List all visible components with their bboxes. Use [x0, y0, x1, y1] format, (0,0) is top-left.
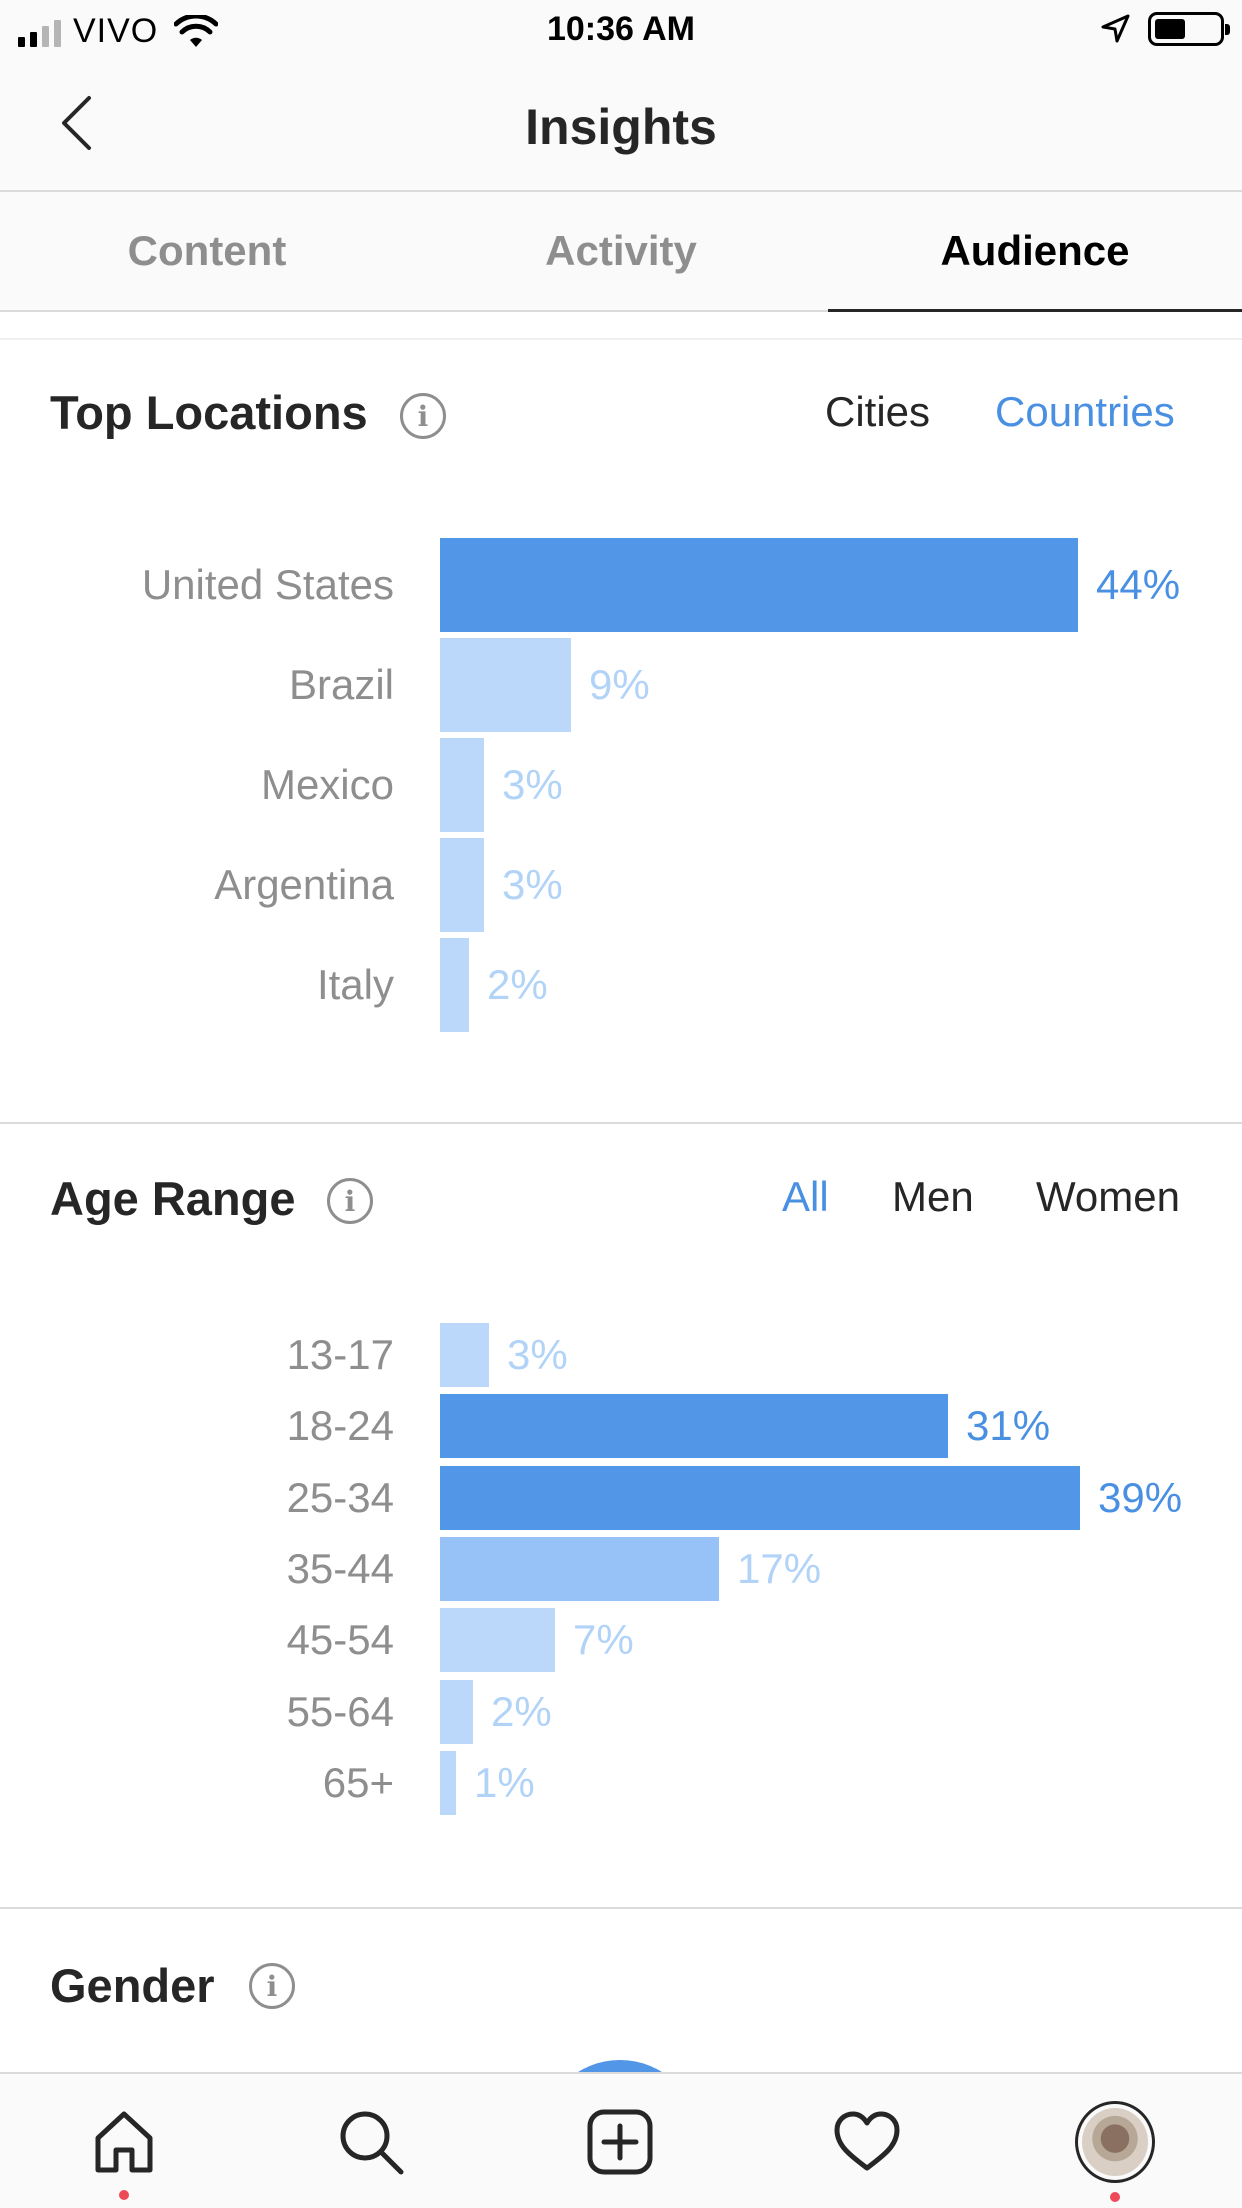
home-icon — [95, 2111, 153, 2173]
bar-label: 55-64 — [286, 1687, 394, 1735]
bar-label: Brazil — [288, 661, 394, 708]
notification-dot — [1110, 2192, 1120, 2202]
search-icon — [340, 2111, 404, 2175]
bar — [440, 938, 469, 1032]
new-post-icon — [587, 2109, 653, 2175]
bar — [440, 1750, 456, 1815]
bar-value: 3% — [502, 761, 563, 808]
status-left: VIVO — [18, 12, 219, 51]
bar-value: 31% — [966, 1402, 1051, 1450]
bar — [440, 1679, 473, 1744]
bar-label: 35-44 — [286, 1544, 394, 1592]
carrier-name: VIVO — [73, 12, 159, 50]
page-title: Insights — [525, 99, 717, 155]
bar — [440, 1394, 948, 1459]
search-tab[interactable] — [331, 2102, 411, 2182]
info-icon[interactable]: i — [249, 1963, 295, 2009]
status-time: 10:36 AM — [546, 10, 696, 48]
filter-men[interactable]: Men — [892, 1173, 974, 1220]
bar — [440, 538, 1078, 632]
battery-icon — [1148, 12, 1230, 46]
bar-label: United States — [141, 561, 394, 608]
new-post-tab[interactable] — [580, 2102, 660, 2182]
section-divider — [0, 1122, 1242, 1124]
bar-label: 25-34 — [286, 1473, 394, 1521]
bar-label: 18-24 — [286, 1402, 394, 1450]
bar-value: 2% — [491, 1687, 552, 1735]
section-divider — [0, 1907, 1242, 1909]
activity-tab[interactable] — [827, 2102, 907, 2182]
heart-icon — [834, 2111, 900, 2171]
bar-value: 7% — [573, 1616, 634, 1664]
status-right — [1100, 12, 1230, 46]
bar — [440, 1465, 1080, 1530]
bar — [440, 1536, 719, 1601]
bar-value: 44% — [1096, 561, 1181, 608]
bar — [440, 838, 484, 932]
bar-value: 3% — [502, 861, 563, 908]
filter-cities[interactable]: Cities — [825, 388, 931, 435]
status-bar: VIVO 10:36 AM — [0, 0, 1242, 62]
bar — [440, 1323, 489, 1387]
bar — [440, 638, 571, 732]
info-icon[interactable]: i — [327, 1178, 373, 1224]
tab-activity[interactable]: Activity — [545, 227, 697, 274]
bar — [440, 1608, 555, 1673]
bar-label: 65+ — [322, 1758, 394, 1806]
tab-audience[interactable]: Audience — [828, 192, 1242, 312]
insights-tabs: Content Activity Audience — [0, 192, 1242, 312]
bar-value: 9% — [589, 661, 650, 708]
home-tab[interactable] — [84, 2102, 164, 2200]
avatar — [1075, 2101, 1155, 2183]
bar-label: Mexico — [260, 761, 394, 808]
filter-all[interactable]: All — [782, 1173, 829, 1220]
bar-value: 3% — [507, 1331, 568, 1378]
filter-women[interactable]: Women — [1036, 1173, 1180, 1220]
chevron-left-icon — [62, 96, 91, 150]
bottom-tab-bar — [0, 2072, 1242, 2208]
bar-label: 13-17 — [286, 1331, 394, 1378]
divider — [0, 338, 1242, 340]
bar-value: 2% — [487, 961, 548, 1008]
bar-value: 1% — [474, 1758, 535, 1806]
filter-countries[interactable]: Countries — [995, 388, 1175, 435]
bar — [440, 738, 484, 832]
top-locations-title: Top Locations — [50, 386, 368, 439]
bar-label: Argentina — [214, 861, 394, 908]
back-button[interactable] — [46, 88, 106, 158]
gender-title: Gender — [50, 1959, 215, 2012]
bar-value: 39% — [1098, 1473, 1183, 1521]
bar-value: 17% — [737, 1544, 822, 1592]
profile-tab[interactable] — [1075, 2101, 1155, 2202]
notification-dot — [119, 2190, 129, 2200]
signal-strength-icon — [18, 17, 61, 47]
bar-label: Italy — [316, 961, 394, 1008]
bar-label: 45-54 — [286, 1616, 394, 1664]
wifi-icon — [174, 14, 219, 47]
tab-content[interactable]: Content — [127, 227, 287, 274]
nav-header: Insights — [0, 62, 1242, 192]
info-icon[interactable]: i — [400, 393, 446, 439]
age-range-title: Age Range — [50, 1172, 296, 1225]
location-arrow-icon — [1101, 14, 1130, 43]
